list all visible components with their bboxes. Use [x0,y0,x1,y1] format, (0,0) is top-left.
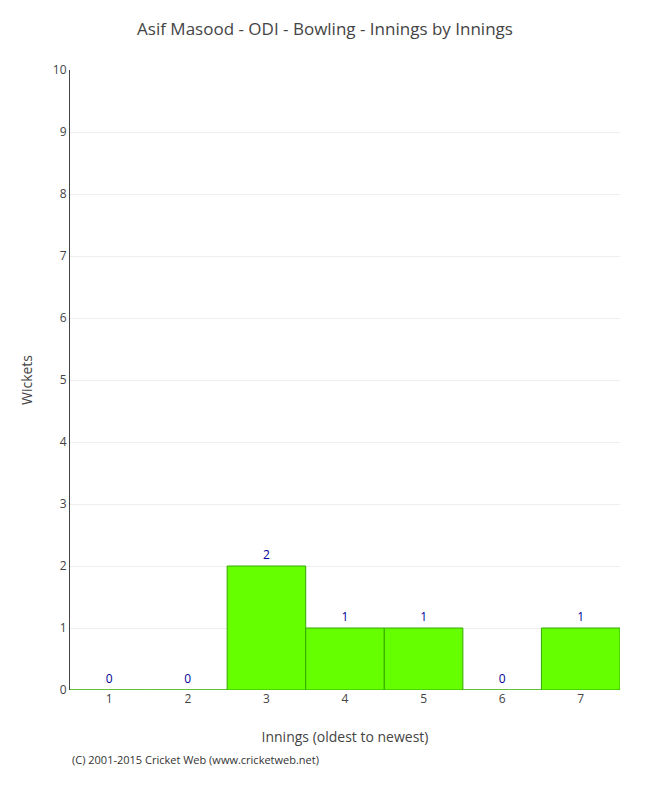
svg-text:5: 5 [60,371,67,388]
svg-text:Asif Masood - ODI - Bowling -: Asif Masood - ODI - Bowling - Innings by… [137,17,513,40]
svg-text:1: 1 [577,608,584,625]
svg-text:1: 1 [342,608,349,625]
svg-text:9: 9 [60,123,67,140]
svg-text:4: 4 [60,433,67,450]
svg-text:(C) 2001-2015 Cricket Web (www: (C) 2001-2015 Cricket Web (www.cricketwe… [72,752,319,767]
svg-text:7: 7 [577,690,584,707]
svg-text:0: 0 [106,670,113,687]
svg-text:8: 8 [60,185,67,202]
svg-text:Innings (oldest to newest): Innings (oldest to newest) [262,727,429,746]
svg-text:1: 1 [60,619,67,636]
svg-text:Wickets: Wickets [17,355,36,405]
svg-text:5: 5 [420,690,427,707]
svg-text:1: 1 [106,690,113,707]
svg-text:2: 2 [60,557,67,574]
svg-text:0: 0 [184,670,191,687]
svg-text:7: 7 [60,247,67,264]
svg-text:0: 0 [499,670,506,687]
svg-text:0: 0 [60,681,67,698]
svg-text:1: 1 [420,608,427,625]
svg-text:3: 3 [60,495,67,512]
svg-text:6: 6 [60,309,67,326]
svg-text:6: 6 [499,690,506,707]
svg-text:4: 4 [342,690,349,707]
svg-text:3: 3 [263,690,270,707]
svg-text:2: 2 [184,690,191,707]
svg-text:10: 10 [53,61,67,78]
svg-text:2: 2 [263,546,270,563]
